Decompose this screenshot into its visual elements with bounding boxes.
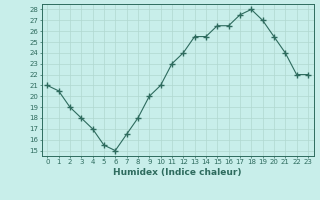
X-axis label: Humidex (Indice chaleur): Humidex (Indice chaleur) [113,168,242,177]
